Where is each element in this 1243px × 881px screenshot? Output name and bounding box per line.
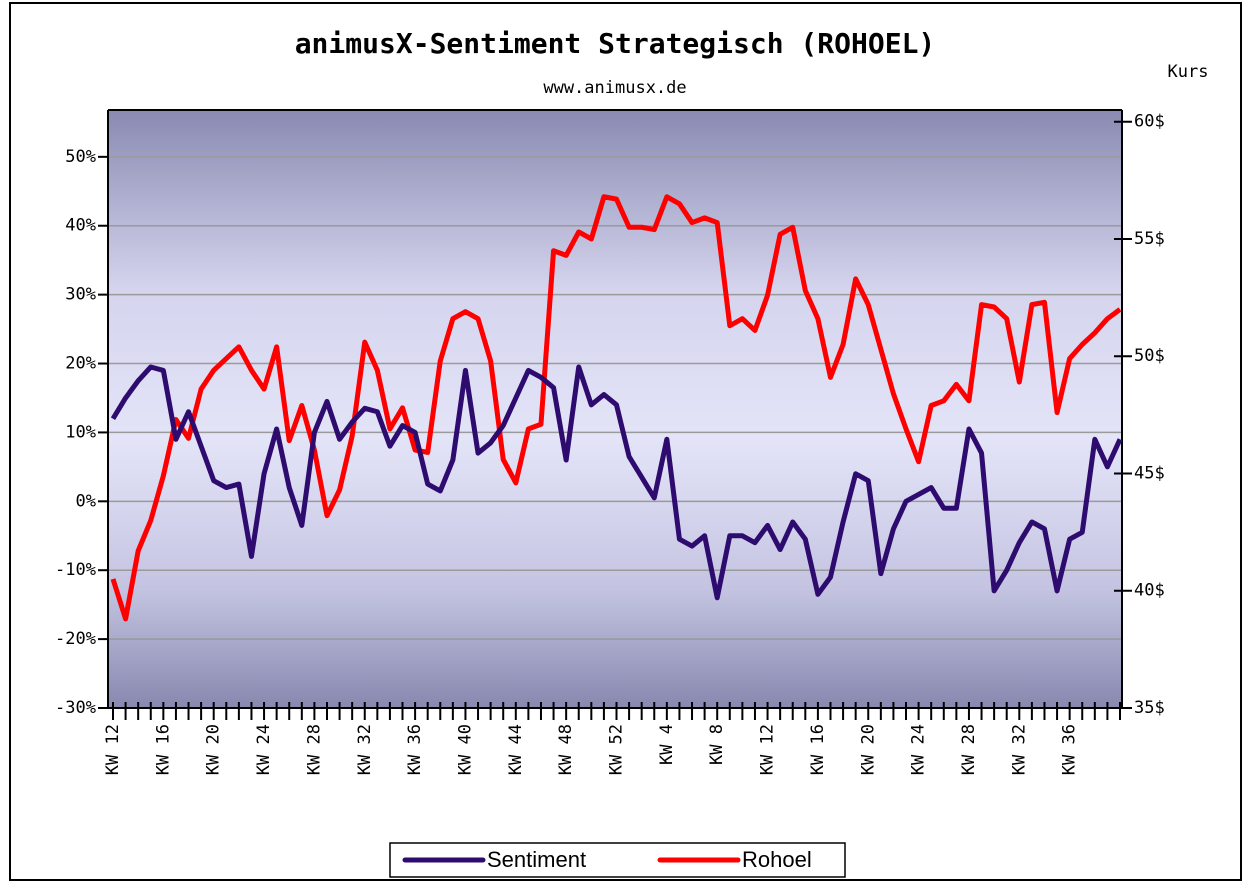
y2-tick-label: 40$ (1134, 581, 1165, 601)
x-tick-label: KW 32 (355, 724, 375, 775)
y-tick-label: -10% (55, 560, 96, 580)
data-line (110, 364, 1123, 601)
chart-subtitle: www.animusx.de (543, 78, 686, 98)
y-tick-label: 50% (65, 147, 96, 167)
y-tick-label: 10% (65, 422, 96, 442)
x-tick-label: KW 20 (858, 724, 878, 775)
x-tick-label: KW 24 (909, 724, 929, 775)
y-tick-label: 0% (76, 491, 96, 511)
y-tick-label: 40% (65, 216, 96, 236)
y-tick-label: -20% (55, 629, 96, 649)
x-tick-label: KW 36 (1060, 724, 1080, 775)
y2-axis-label: Kurs (1168, 62, 1209, 82)
x-tick-label: KW 16 (808, 724, 828, 775)
y2-tick-label: 55$ (1134, 229, 1165, 249)
x-tick-label: KW 28 (304, 724, 324, 775)
x-tick-label: KW 44 (506, 724, 526, 775)
x-tick-label: KW 12 (758, 724, 778, 775)
legend-label: Sentiment (487, 847, 586, 872)
y-tick-label: 20% (65, 354, 96, 374)
x-tick-label: KW 16 (153, 724, 173, 775)
x-tick-label: KW 8 (707, 724, 727, 765)
x-tick-label: KW 48 (556, 724, 576, 775)
legend-label: Rohoel (742, 847, 812, 872)
y2-tick-label: 45$ (1134, 463, 1165, 483)
x-tick-label: KW 24 (254, 724, 274, 775)
y-tick-label: -30% (55, 698, 96, 718)
y2-tick-label: 50$ (1134, 346, 1165, 366)
x-tick-label: KW 28 (959, 724, 979, 775)
data-line (110, 194, 1122, 622)
x-tick-label: KW 32 (1009, 724, 1029, 775)
y2-tick-label: 60$ (1134, 112, 1165, 132)
x-tick-label: KW 20 (204, 724, 224, 775)
y-tick-label: 30% (65, 285, 96, 305)
x-tick-label: KW 12 (103, 724, 123, 775)
y2-tick-label: 35$ (1134, 698, 1165, 718)
x-tick-label: KW 40 (455, 724, 475, 775)
chart-title: animusX-Sentiment Strategisch (ROHOEL) (295, 27, 936, 60)
x-tick-label: KW 36 (405, 724, 425, 775)
x-tick-label: KW 52 (607, 724, 627, 775)
x-tick-label: KW 4 (657, 724, 677, 765)
